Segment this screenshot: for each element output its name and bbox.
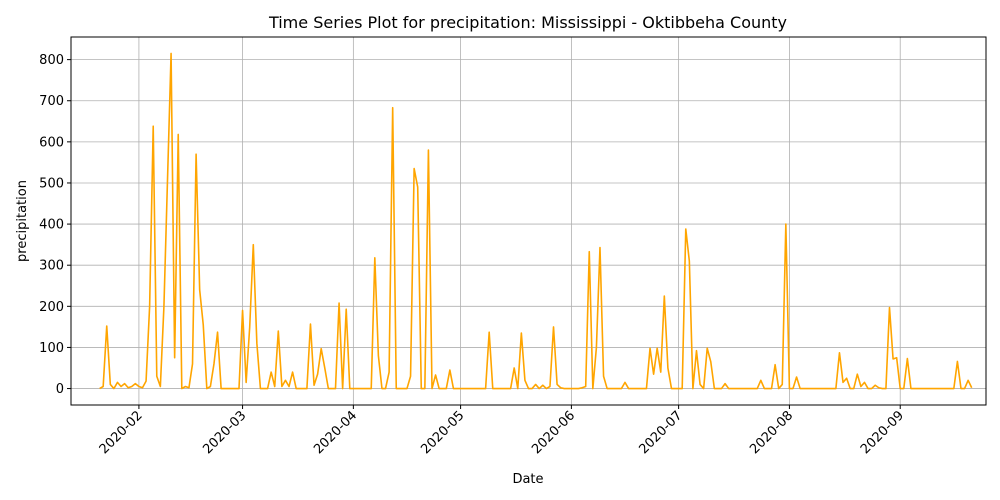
y-tick-label: 700 [39, 94, 64, 109]
y-tick-label: 200 [39, 300, 64, 315]
y-tick-label: 400 [39, 218, 64, 233]
precipitation-line [99, 52, 973, 390]
chart-title: Time Series Plot for precipitation: Miss… [268, 13, 787, 32]
x-axis-title: Date [512, 472, 543, 487]
y-tick-label: 0 [56, 382, 64, 397]
data-series [99, 52, 973, 390]
plot-area-frame [70, 36, 987, 406]
y-tick-label: 500 [39, 176, 64, 191]
y-axis-title: precipitation [15, 180, 30, 262]
grid-lines [71, 37, 986, 405]
y-tick-label: 800 [39, 53, 64, 68]
y-tick-label: 100 [39, 341, 64, 356]
y-tick-label: 300 [39, 259, 64, 274]
y-tick-label: 600 [39, 135, 64, 150]
